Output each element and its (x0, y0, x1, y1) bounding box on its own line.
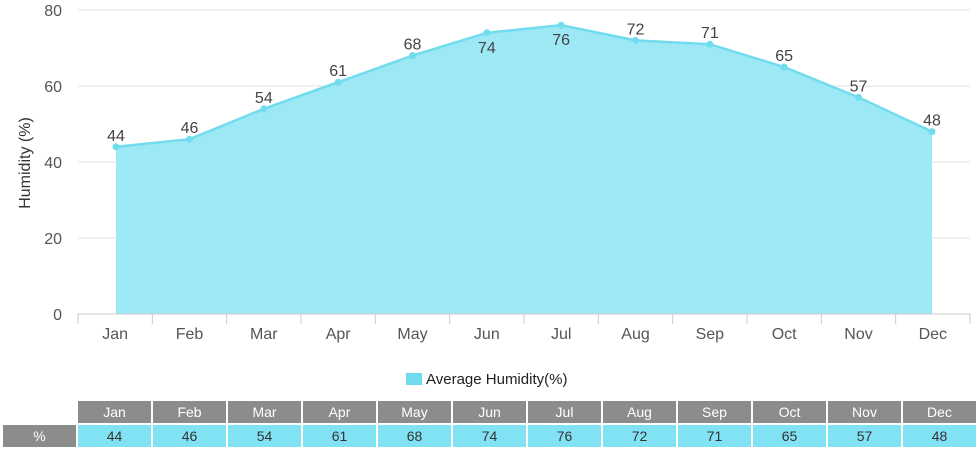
table-header-cell: Mar (228, 401, 301, 425)
data-point[interactable] (706, 40, 714, 48)
data-point[interactable] (409, 52, 416, 60)
x-tick-label: Mar (250, 326, 278, 343)
data-point[interactable] (632, 36, 639, 44)
data-point[interactable] (928, 128, 936, 136)
x-tick-label: Nov (844, 326, 872, 343)
data-label: 71 (701, 25, 719, 42)
table-value-cell: 46 (153, 425, 226, 447)
table-header-cell: Aug (603, 401, 676, 425)
x-tick-label: Jun (474, 326, 500, 343)
data-label: 54 (255, 90, 273, 107)
table-value-cell: 72 (603, 425, 676, 447)
x-tick-label: Apr (326, 326, 352, 343)
table-header-cell: Sep (678, 401, 751, 425)
data-table: Jan Feb Mar Apr May Jun Jul Aug Sep Oct Nov Dec % 4… (1, 401, 978, 447)
data-point[interactable] (557, 21, 565, 29)
data-point[interactable] (186, 135, 193, 143)
legend-swatch (406, 373, 422, 385)
y-tick-label: 60 (44, 79, 62, 96)
y-tick-label: 20 (44, 231, 62, 248)
table-value-cell: 44 (78, 425, 151, 447)
x-tick-label: Aug (621, 326, 649, 343)
data-label: 44 (107, 128, 125, 145)
x-tick-label: May (397, 326, 427, 343)
y-tick-label: 40 (44, 155, 62, 172)
table-value-cell: 54 (228, 425, 301, 447)
table-values-row: % 44 46 54 61 68 74 76 72 71 65 57 48 (3, 425, 976, 447)
table-header-cell: Jul (528, 401, 601, 425)
table-corner (3, 401, 76, 425)
data-labels: 44 46 54 61 68 74 76 72 71 65 57 48 (107, 21, 941, 144)
table-value-cell: 48 (903, 425, 976, 447)
data-point[interactable] (260, 105, 268, 113)
data-label: 48 (923, 113, 941, 130)
table-row-label: % (3, 425, 76, 447)
x-tick-label: Dec (919, 326, 947, 343)
data-label: 74 (478, 40, 496, 57)
x-tick-label: Sep (696, 326, 725, 343)
y-tick-label: 80 (44, 3, 62, 20)
data-label: 72 (627, 21, 645, 38)
humidity-chart: 0 20 40 60 80 Humidity (%) 44 46 54 61 68 74 76 72 7… (17, 3, 971, 343)
table-header-cell: Apr (303, 401, 376, 425)
table-header-row: Jan Feb Mar Apr May Jun Jul Aug Sep Oct Nov Dec (3, 401, 976, 425)
data-label: 61 (329, 63, 347, 80)
x-tick-label: Feb (176, 326, 204, 343)
table-value-cell: 71 (678, 425, 751, 447)
y-tick-label: 0 (53, 307, 62, 324)
table-value-cell: 68 (378, 425, 451, 447)
area-fill (116, 25, 932, 314)
data-label: 65 (775, 48, 793, 65)
x-tick-label: Jul (551, 326, 571, 343)
x-axis: Jan Feb Mar Apr May Jun Jul Aug Sep Oct Nov Dec (77, 313, 971, 343)
legend[interactable]: Average Humidity(%) (406, 369, 567, 389)
table-header-cell: Jun (453, 401, 526, 425)
legend-label: Average Humidity(%) (426, 370, 568, 388)
data-point[interactable] (334, 78, 342, 86)
y-axis-ticks: 0 20 40 60 80 (44, 3, 62, 324)
data-point[interactable] (855, 93, 862, 101)
x-tick-label: Oct (772, 326, 797, 343)
table-header-cell: Nov (828, 401, 901, 425)
table-value-cell: 61 (303, 425, 376, 447)
table-header-cell: Dec (903, 401, 976, 425)
table-value-cell: 65 (753, 425, 826, 447)
y-axis-label: Humidity (%) (17, 117, 34, 209)
series-line (115, 23, 933, 149)
data-point[interactable] (112, 143, 120, 151)
x-tick-label: Jan (102, 326, 128, 343)
data-label: 46 (181, 120, 199, 137)
data-point[interactable] (780, 63, 788, 71)
data-points (112, 21, 936, 151)
table-header-cell: Oct (753, 401, 826, 425)
data-label: 68 (404, 37, 422, 54)
table-header-cell: Jan (78, 401, 151, 425)
table-header-cell: May (378, 401, 451, 425)
table-value-cell: 76 (528, 425, 601, 447)
data-point[interactable] (483, 29, 491, 37)
data-label: 57 (850, 78, 868, 95)
table-value-cell: 57 (828, 425, 901, 447)
table-value-cell: 74 (453, 425, 526, 447)
table-header-cell: Feb (153, 401, 226, 425)
data-label: 76 (552, 32, 570, 49)
